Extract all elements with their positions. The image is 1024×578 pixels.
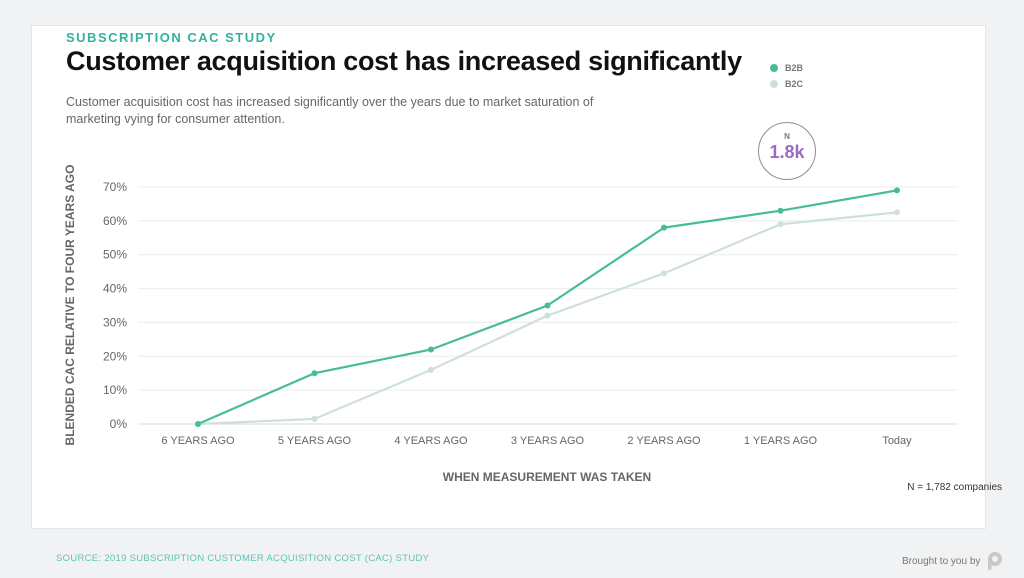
y-tick-label: 60%: [103, 214, 127, 228]
data-point-b2b[interactable]: [777, 207, 784, 214]
x-tick-label: Today: [882, 435, 912, 447]
x-tick-label: 4 YEARS AGO: [394, 435, 468, 447]
y-tick-label: 30%: [103, 315, 127, 329]
x-tick-label: 6 YEARS AGO: [161, 435, 235, 447]
sample-footnote: N = 1,782 companies: [907, 482, 1002, 493]
data-point-b2b[interactable]: [661, 224, 667, 231]
legend-label-b2c: B2C: [785, 79, 804, 89]
y-axis-label: BLENDED CAC RELATIVE TO FOUR YEARS AGO: [63, 165, 77, 446]
y-tick-label: 0%: [110, 417, 128, 431]
x-tick-label: 1 YEARS AGO: [744, 435, 818, 447]
sample-size-badge: N 1.8k: [758, 122, 816, 180]
legend-item-b2b[interactable]: B2B: [770, 60, 803, 76]
source-link[interactable]: SOURCE: 2019 SUBSCRIPTION CUSTOMER ACQUI…: [56, 553, 430, 564]
x-tick-label: 5 YEARS AGO: [278, 435, 352, 447]
data-point-b2c[interactable]: [894, 209, 900, 216]
data-point-b2c[interactable]: [777, 221, 784, 228]
x-tick-labels: 6 YEARS AGO 5 YEARS AGO 4 YEARS AGO 3 YEARS…: [161, 435, 912, 447]
data-point-b2b[interactable]: [195, 421, 201, 427]
x-tick-label: 2 YEARS AGO: [627, 435, 701, 447]
chart-subtitle: Customer acquisition cost has increased …: [66, 95, 594, 126]
data-point-b2c[interactable]: [661, 270, 667, 277]
chart-kicker: SUBSCRIPTION CAC STUDY: [66, 30, 277, 45]
x-tick-label: 3 YEARS AGO: [511, 435, 585, 447]
y-tick-label: 40%: [103, 282, 127, 296]
chart-title: Customer acquisition cost has increased …: [66, 46, 742, 76]
series-points: [195, 187, 900, 427]
y-tick-labels: 0% 10% 20% 30% 40% 50% 60% 70%: [103, 180, 127, 431]
brought-by: Brought to you by: [902, 551, 1004, 571]
data-point-b2b[interactable]: [544, 302, 551, 309]
chart-legend: B2B B2C: [770, 60, 803, 92]
x-axis-label: WHEN MEASUREMENT WAS TAKEN: [443, 470, 651, 484]
data-point-b2b[interactable]: [311, 370, 318, 377]
legend-swatch-b2b: [770, 64, 778, 72]
data-point-b2c[interactable]: [428, 366, 434, 373]
data-point-b2c[interactable]: [311, 415, 318, 422]
legend-label-b2b: B2B: [785, 63, 804, 73]
legend-item-b2c[interactable]: B2C: [770, 76, 803, 92]
data-point-b2b[interactable]: [428, 346, 434, 353]
data-point-b2c[interactable]: [544, 312, 551, 319]
brought-by-text: Brought to you by: [902, 555, 981, 567]
y-tick-label: 10%: [103, 383, 127, 397]
chart-card: [32, 26, 985, 528]
brand-logo-icon[interactable]: [986, 551, 1004, 571]
legend-swatch-b2c: [770, 80, 778, 88]
y-tick-label: 50%: [103, 248, 127, 262]
y-tick-label: 20%: [103, 349, 127, 363]
y-tick-label: 70%: [103, 180, 127, 194]
badge-value: 1.8k: [769, 142, 805, 162]
badge-label: N: [784, 132, 790, 141]
data-point-b2b[interactable]: [894, 187, 900, 194]
